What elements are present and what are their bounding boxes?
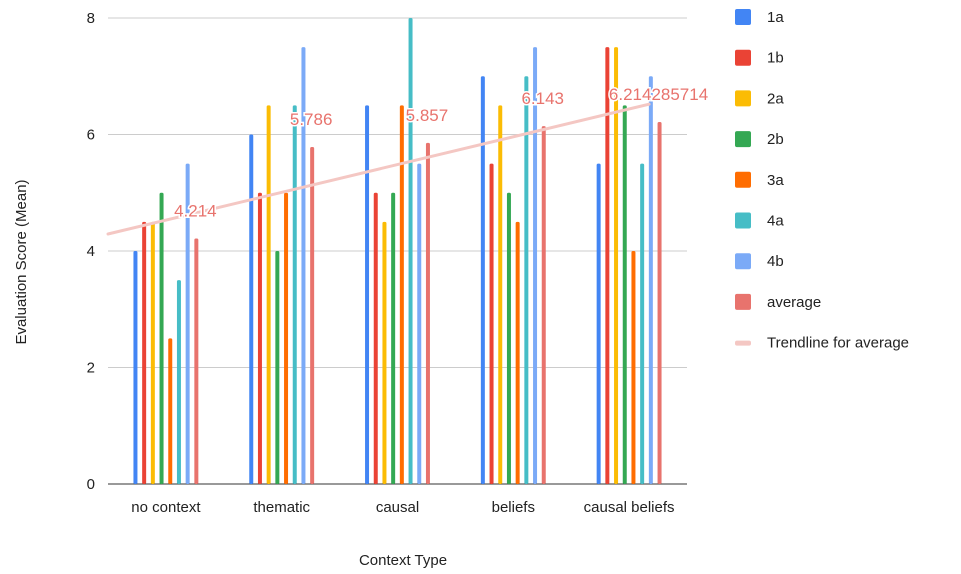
- legend-label: 1a: [767, 9, 784, 26]
- bar-2b-4: [623, 105, 627, 484]
- bar-4b-4: [649, 76, 653, 484]
- x-axis-title: Context Type: [359, 552, 447, 569]
- legend: 1a 1b 2a 2b 3a 4a 4b average Trendline for avera…: [735, 9, 909, 352]
- legend-swatch-1b: [735, 50, 751, 66]
- bar-1a-4: [597, 164, 601, 484]
- legend-swatch-average: [735, 294, 751, 310]
- bar-4a-3: [524, 76, 528, 484]
- bar-1a-1: [249, 135, 253, 485]
- bar-average-3: [542, 126, 546, 484]
- data-label-average-4: 6.214285714: [609, 85, 708, 104]
- bar-2b-3: [507, 193, 511, 484]
- bar-3a-1: [284, 193, 288, 484]
- x-tick-label: no context: [131, 499, 201, 516]
- y-axis-title: Evaluation Score (Mean): [13, 179, 30, 344]
- bar-2b-0: [160, 193, 164, 484]
- bar-1a-0: [133, 251, 137, 484]
- data-label-average-2: 5.857: [406, 106, 449, 125]
- legend-label: average: [767, 294, 821, 311]
- bar-2b-1: [275, 251, 279, 484]
- bar-4b-2: [417, 164, 421, 484]
- legend-label: 4a: [767, 213, 784, 230]
- x-tick-label: causal beliefs: [584, 499, 675, 516]
- bar-1b-3: [490, 164, 494, 484]
- bar-4a-2: [409, 18, 413, 484]
- bar-2a-0: [151, 222, 155, 484]
- legend-label: 2b: [767, 131, 784, 148]
- legend-label: 3a: [767, 172, 784, 189]
- bar-4a-1: [293, 105, 297, 484]
- data-label-average-0: 4.214: [174, 202, 217, 221]
- y-axis-ticks: 0 2 4 6 8: [87, 10, 95, 493]
- bar-average-1: [310, 147, 314, 484]
- x-tick-label: causal: [376, 499, 419, 516]
- bar-1b-1: [258, 193, 262, 484]
- legend-label-trendline: Trendline for average: [767, 335, 909, 352]
- y-tick-label: 0: [87, 476, 95, 493]
- x-axis-ticks: no context thematic causal beliefs causal be…: [131, 499, 674, 516]
- bar-average-0: [194, 239, 198, 484]
- bar-2b-2: [391, 193, 395, 484]
- bar-4b-3: [533, 47, 537, 484]
- data-label-average-3: 6.143: [521, 89, 564, 108]
- bar-1a-3: [481, 76, 485, 484]
- y-tick-label: 2: [87, 360, 95, 377]
- legend-swatch-1a: [735, 9, 751, 25]
- bar-1a-2: [365, 105, 369, 484]
- bar-2a-2: [382, 222, 386, 484]
- legend-swatch-trendline: [735, 341, 751, 346]
- legend-label: 2a: [767, 90, 784, 107]
- bar-average-2: [426, 143, 430, 484]
- bar-3a-3: [516, 222, 520, 484]
- y-tick-label: 8: [87, 10, 95, 27]
- legend-swatch-4b: [735, 253, 751, 269]
- legend-swatch-4a: [735, 213, 751, 229]
- data-label-average-1: 5.786: [290, 110, 333, 129]
- y-tick-label: 4: [87, 243, 95, 260]
- legend-label: 1b: [767, 50, 784, 67]
- legend-swatch-3a: [735, 172, 751, 188]
- bar-average-4: [658, 122, 662, 484]
- bar-1b-2: [374, 193, 378, 484]
- legend-swatch-2b: [735, 131, 751, 147]
- legend-label: 4b: [767, 253, 784, 270]
- bar-4a-0: [177, 280, 181, 484]
- x-tick-label: thematic: [253, 499, 310, 516]
- bar-4a-4: [640, 164, 644, 484]
- bar-2a-1: [267, 105, 271, 484]
- bar-1b-0: [142, 222, 146, 484]
- y-tick-label: 6: [87, 127, 95, 144]
- bar-2a-3: [498, 105, 502, 484]
- x-tick-label: beliefs: [492, 499, 535, 516]
- bar-3a-4: [631, 251, 635, 484]
- bar-3a-0: [168, 338, 172, 484]
- legend-swatch-2a: [735, 90, 751, 106]
